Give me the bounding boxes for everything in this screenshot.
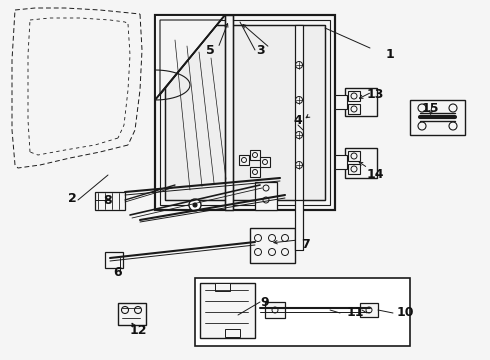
Circle shape [193, 203, 197, 207]
Text: 10: 10 [396, 306, 414, 320]
Text: 11: 11 [346, 306, 364, 320]
Bar [195, 278, 410, 346]
Bar [105, 252, 123, 268]
Bar [348, 104, 360, 114]
Bar [95, 192, 125, 210]
Text: 8: 8 [104, 194, 112, 207]
Text: 5: 5 [206, 44, 215, 57]
Bar [360, 303, 378, 317]
Bar [260, 157, 270, 167]
Text: 15: 15 [421, 102, 439, 114]
Bar [335, 95, 347, 109]
Bar [348, 91, 360, 101]
Bar [200, 283, 255, 338]
Polygon shape [165, 25, 325, 200]
Bar [345, 148, 377, 178]
Bar [250, 228, 295, 263]
Bar [118, 303, 146, 325]
Polygon shape [225, 15, 233, 210]
Text: 7: 7 [301, 238, 309, 252]
Bar [255, 182, 277, 210]
Text: 3: 3 [256, 44, 264, 57]
Bar [295, 200, 303, 250]
Text: 6: 6 [114, 266, 122, 279]
Circle shape [189, 199, 201, 211]
Text: 4: 4 [294, 113, 302, 126]
Polygon shape [155, 15, 335, 210]
Bar [239, 155, 249, 165]
Bar [265, 302, 285, 318]
Bar [215, 283, 230, 291]
Bar [225, 329, 240, 337]
Bar [348, 164, 360, 174]
Bar [345, 88, 377, 116]
Bar [348, 151, 360, 161]
Bar [250, 167, 260, 177]
Text: 14: 14 [366, 168, 384, 181]
Text: 1: 1 [386, 49, 394, 62]
Bar [295, 25, 303, 200]
Bar [335, 155, 347, 169]
Text: 13: 13 [367, 89, 384, 102]
Bar [250, 150, 260, 160]
Text: 12: 12 [129, 324, 147, 337]
Bar [410, 100, 465, 135]
Polygon shape [155, 15, 225, 100]
Text: 2: 2 [68, 192, 76, 204]
Text: 9: 9 [261, 296, 270, 309]
